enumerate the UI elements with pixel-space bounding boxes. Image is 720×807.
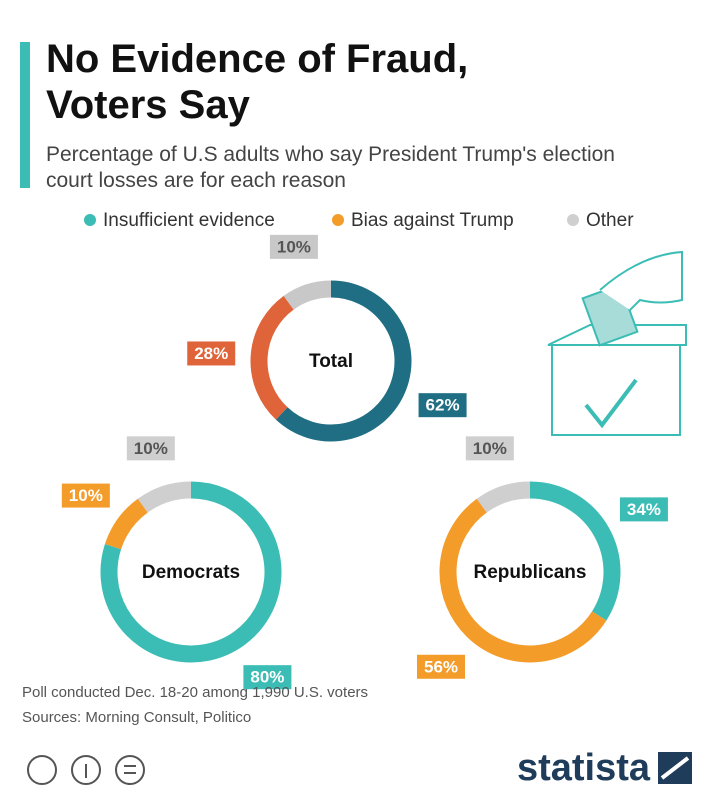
value-label-box — [243, 665, 292, 690]
footer-note: Poll conducted Dec. 18-20 among 1,990 U.… — [22, 684, 368, 701]
brand: statista — [517, 747, 651, 789]
value-label-box — [619, 497, 668, 522]
value-label-box — [61, 483, 110, 508]
legend-swatch — [332, 214, 344, 226]
value-label-box — [465, 436, 514, 461]
value-label: 34% — [627, 500, 661, 519]
ballot-illustration — [547, 250, 687, 436]
subtitle: Percentage of U.S adults who say Preside… — [46, 143, 615, 192]
donut-segment — [283, 280, 332, 310]
value-label: 62% — [426, 396, 460, 415]
footer-note: Sources: Morning Consult, Politico — [22, 709, 251, 726]
legend-label: Bias against Trump — [351, 210, 514, 231]
donut-segment — [137, 481, 192, 513]
brand-icon — [658, 752, 692, 784]
donut-segment — [104, 498, 149, 550]
donut-segment — [275, 280, 412, 442]
value-label-box — [418, 393, 467, 418]
value-label: 10% — [277, 237, 311, 256]
accent-bar — [20, 42, 30, 188]
value-label: 28% — [194, 344, 228, 363]
value-label: 10% — [473, 439, 507, 458]
value-label: 10% — [134, 439, 168, 458]
donut-segment — [100, 481, 282, 663]
donut-segment — [439, 498, 607, 663]
legend-swatch — [84, 214, 96, 226]
cc-icons — [27, 755, 145, 785]
legend-swatch — [567, 214, 579, 226]
value-label-box — [417, 654, 466, 679]
title: No Evidence of Fraud, Voters Say — [46, 37, 469, 127]
value-label-box — [126, 436, 175, 461]
value-label-box — [187, 341, 236, 366]
donut-segment — [529, 481, 621, 621]
donut-title: Democrats — [142, 562, 240, 583]
value-label: 56% — [424, 657, 458, 676]
donut-segment — [250, 295, 294, 420]
value-label: 80% — [250, 668, 284, 687]
value-label: 10% — [69, 486, 103, 505]
legend-label: Other — [586, 210, 634, 231]
donut-segment — [476, 481, 531, 513]
donut-title: Republicans — [474, 562, 587, 583]
donut-title: Total — [309, 351, 353, 372]
legend-label: Insufficient evidence — [103, 210, 275, 231]
value-label-box — [269, 234, 318, 259]
